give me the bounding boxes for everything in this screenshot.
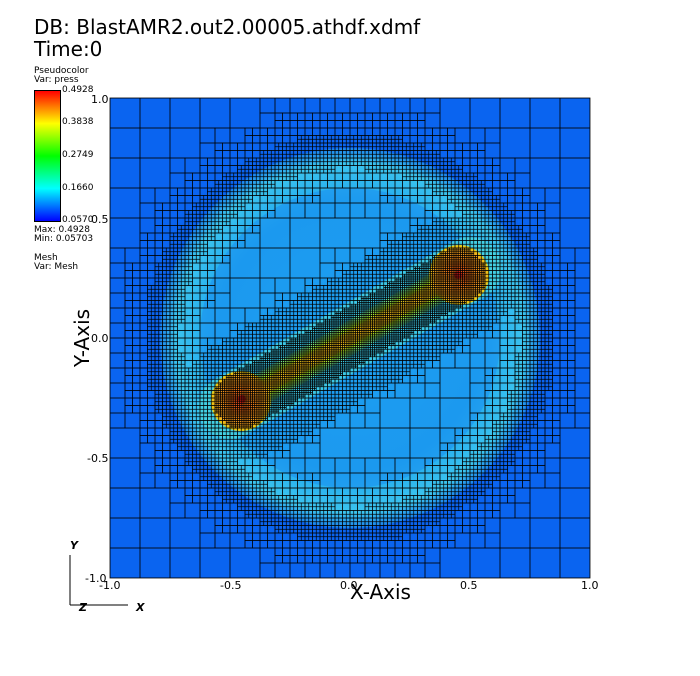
- legend-tick-label: 0.3838: [62, 117, 94, 127]
- hot-spot-right: [454, 271, 462, 279]
- legend-min-label: Min: 0.05703: [34, 234, 94, 244]
- database-title: DB: BlastAMR2.out2.00005.athdf.xdmf: [34, 15, 421, 39]
- hot-spot-left: [238, 395, 246, 403]
- legend-pseudocolor-title: Pseudocolor: [34, 66, 89, 76]
- legend-mesh-title: Mesh: [34, 253, 58, 263]
- legend-mesh-var: Var: Mesh: [34, 262, 79, 272]
- color-legend-bar: [34, 90, 61, 222]
- legend-pseudocolor-var: Var: press: [34, 75, 79, 85]
- legend-tick-label: 0.0570: [62, 215, 94, 225]
- legend-max-label: Max: 0.4928: [34, 225, 90, 235]
- legend-tick-label: 0.1660: [62, 183, 94, 193]
- legend-tick-label: 0.4928: [62, 85, 94, 95]
- amr-mesh: [110, 98, 590, 578]
- time-label: Time:0: [34, 37, 103, 61]
- legend-tick-label: 0.2749: [62, 150, 94, 160]
